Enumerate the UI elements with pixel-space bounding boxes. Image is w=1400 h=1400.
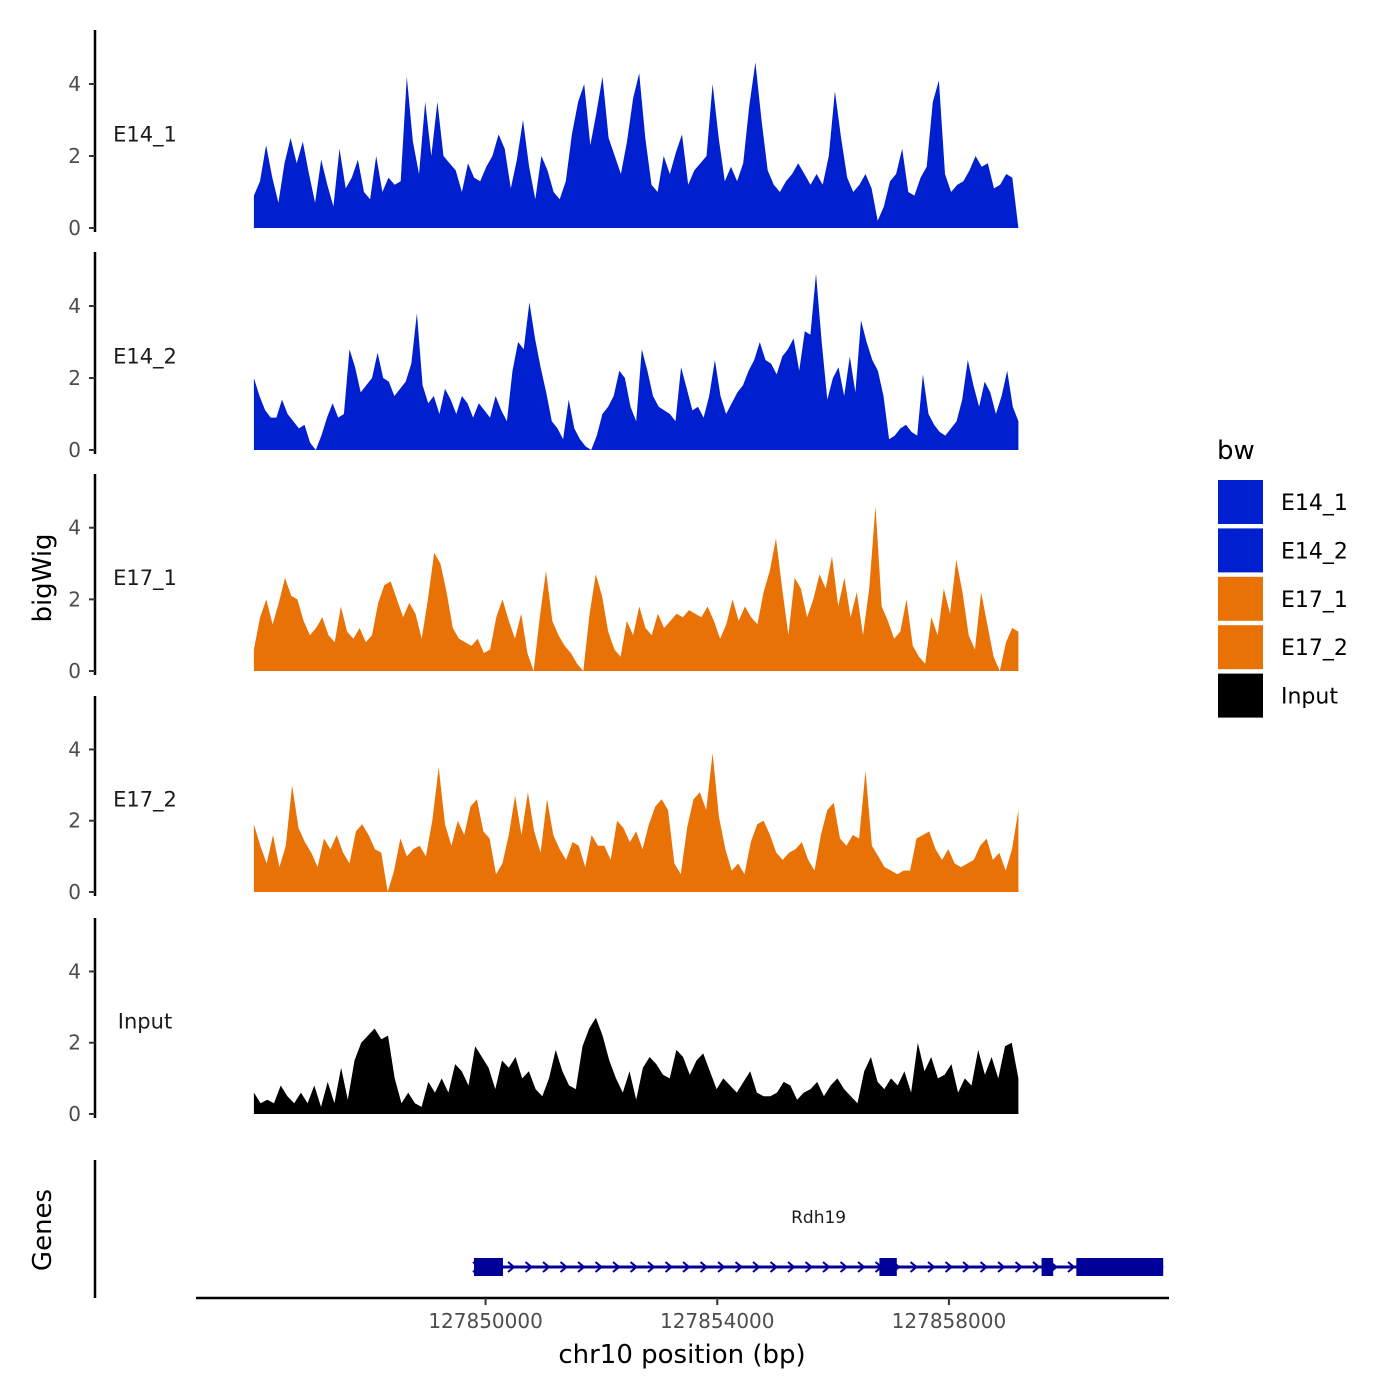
area-E17_1	[253, 506, 1019, 671]
y-tick-label: 0	[68, 659, 81, 683]
x-tick-label: 127858000	[892, 1309, 1007, 1333]
y-tick-label: 2	[68, 1031, 81, 1055]
y-tick-label: 4	[68, 516, 81, 540]
y-tick-label: 0	[68, 880, 81, 904]
y-tick-label: 0	[68, 438, 81, 462]
strand-arrow	[909, 1261, 919, 1273]
strand-arrow	[542, 1261, 551, 1273]
legend-label-E14_1: E14_1	[1281, 491, 1348, 516]
y-tick-label: 2	[68, 587, 81, 611]
y-tick-label: 2	[68, 809, 81, 833]
area-E17_2	[253, 753, 1019, 892]
strand-arrow	[699, 1261, 709, 1273]
gene-name-label: Rdh19	[791, 1208, 846, 1228]
y-tick-label: 4	[68, 72, 81, 96]
strand-arrow	[769, 1261, 779, 1273]
x-axis-title: chr10 position (bp)	[558, 1340, 805, 1370]
strand-arrow	[594, 1261, 604, 1273]
strand-arrow	[997, 1261, 1006, 1273]
legend-key-E14_2	[1218, 528, 1263, 573]
track-Input: 0 2 4 Input	[68, 918, 1019, 1126]
strand-arrow	[1032, 1261, 1041, 1273]
y-tick-label: 4	[68, 294, 81, 318]
exon	[879, 1258, 897, 1276]
strand-arrow	[927, 1261, 936, 1273]
legend-key-E14_1	[1218, 480, 1263, 524]
track-label-E17_1: E17_1	[113, 566, 177, 591]
y-tick-label: 0	[68, 1102, 81, 1126]
strand-arrow	[717, 1261, 726, 1273]
x-tick-label: 127854000	[660, 1309, 775, 1333]
exon	[474, 1258, 503, 1276]
strand-arrow	[612, 1261, 621, 1273]
exon	[1076, 1258, 1164, 1276]
genes-axis-title: Genes	[28, 1189, 58, 1271]
strand-arrow	[804, 1261, 814, 1273]
strand-arrow	[944, 1261, 954, 1273]
strand-arrow	[647, 1261, 656, 1273]
legend-label-E14_2: E14_2	[1281, 539, 1348, 564]
track-E17_2: 0 2 4 E17_2	[68, 696, 1019, 904]
y-tick-label: 2	[68, 144, 81, 168]
legend-key-Input	[1218, 673, 1263, 718]
y-tick-label: 2	[68, 366, 81, 390]
legend-label-Input: Input	[1281, 685, 1338, 710]
x-tick-label: 127850000	[428, 1309, 543, 1333]
strand-arrow	[822, 1261, 831, 1273]
strand-arrow	[752, 1261, 761, 1273]
area-Input	[253, 1017, 1019, 1114]
strand-arrow	[734, 1261, 744, 1273]
legend-label-E17_1: E17_1	[1281, 588, 1348, 613]
strand-arrow	[507, 1261, 516, 1273]
legend-key-E17_1	[1218, 576, 1263, 621]
y-tick-label: 0	[68, 216, 81, 240]
y-axis-title: bigWig	[28, 533, 58, 622]
strand-arrow	[682, 1261, 691, 1273]
legend-label-E17_2: E17_2	[1281, 636, 1348, 661]
strand-arrow	[664, 1261, 674, 1273]
strand-arrow	[524, 1261, 534, 1273]
exon	[1041, 1258, 1054, 1276]
legend-key-E17_2	[1218, 625, 1263, 670]
strand-arrow	[857, 1261, 866, 1273]
strand-arrow	[839, 1261, 849, 1273]
y-tick-label: 4	[68, 737, 81, 761]
strand-arrow	[787, 1261, 796, 1273]
area-E14_1	[253, 62, 1019, 229]
strand-arrow	[1067, 1261, 1076, 1273]
legend-title: bw	[1217, 436, 1255, 466]
track-label-E14_1: E14_1	[113, 122, 177, 147]
track-E14_1: 0 2 4 E14_1	[68, 30, 1019, 240]
gene-Rdh19: Rdh19	[472, 1208, 1164, 1276]
track-E14_2: 0 2 4 E14_2	[68, 252, 1019, 462]
strand-arrow	[629, 1261, 639, 1273]
gene-annotation-panel: Rdh19	[93, 1160, 1164, 1298]
strand-arrow	[962, 1261, 971, 1273]
strand-arrow	[577, 1261, 586, 1273]
legend: bw E14_1 E14_2 E17_1 E17_2 Input	[1217, 436, 1348, 718]
track-label-E17_2: E17_2	[113, 787, 177, 812]
strand-arrow	[1014, 1261, 1024, 1273]
coverage-tracks: 0 2 4 E14_1 0 2 4 E14_2 0 2 4 E17_1 0 2 4 E17_2 0 2 4 Input	[68, 30, 1019, 1126]
track-E17_1: 0 2 4 E17_1	[68, 474, 1019, 683]
y-tick-label: 4	[68, 959, 81, 983]
strand-arrow	[979, 1261, 989, 1273]
area-E14_2	[253, 273, 1019, 450]
x-axis: 127850000 127854000 127858000	[196, 1296, 1169, 1333]
track-label-E14_2: E14_2	[113, 344, 177, 369]
strand-arrow	[559, 1261, 569, 1273]
track-label-Input: Input	[118, 1009, 172, 1033]
